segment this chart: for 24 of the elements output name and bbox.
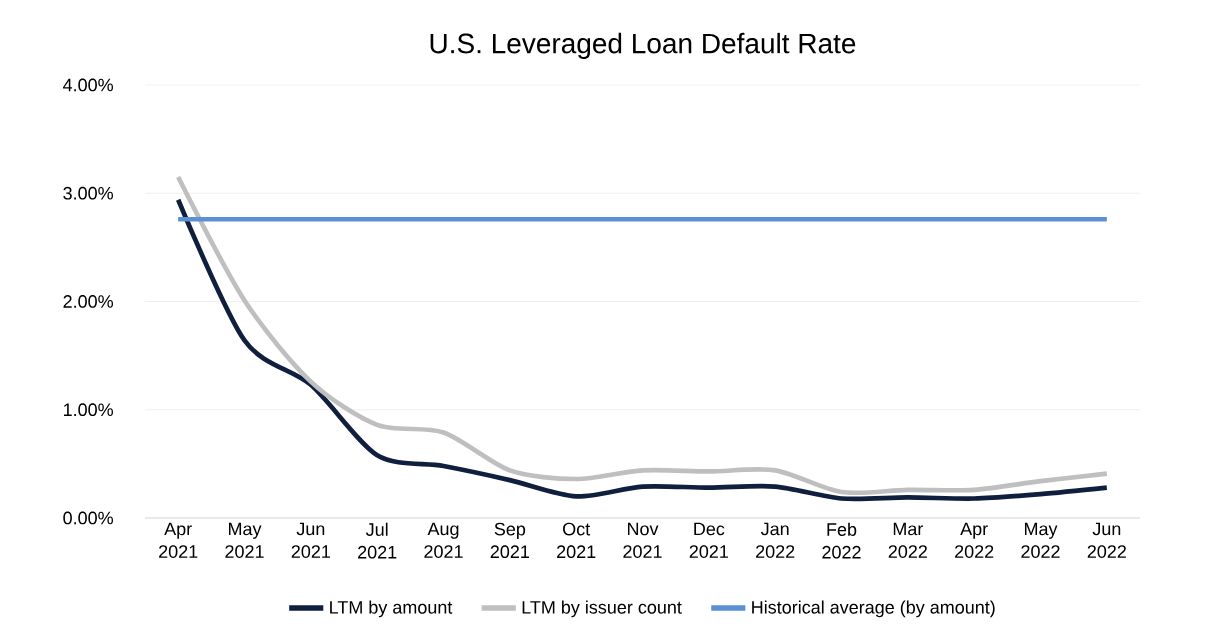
x-tick-label: Oct 2021 xyxy=(557,522,596,559)
x-tick-label: Sep 2021 xyxy=(490,522,529,559)
y-tick-label: 0.00% xyxy=(63,511,113,525)
x-tick-label: Jun 2022 xyxy=(1087,522,1126,558)
x-tick-label: Aug 2021 xyxy=(424,522,463,558)
x-tick-label: Apr 2022 xyxy=(955,522,994,558)
x-tick-label: Feb 2022 xyxy=(822,522,861,559)
y-tick-label: 3.00% xyxy=(63,186,113,200)
x-tick-label: Apr 2021 xyxy=(159,522,198,558)
x-tick-label: Dec 2021 xyxy=(689,522,728,558)
chart-title: U.S. Leveraged Loan Default Rate xyxy=(430,32,856,59)
legend-label: LTM by issuer count xyxy=(522,600,682,618)
legend-label: Historical average (by amount) xyxy=(752,600,995,618)
x-tick-label: Nov 2021 xyxy=(623,522,662,558)
y-tick-label: 2.00% xyxy=(63,295,113,308)
x-tick-label: May 2021 xyxy=(225,522,264,558)
x-tick-label: Jun 2021 xyxy=(291,522,330,558)
x-tick-label: Mar 2022 xyxy=(888,522,927,558)
y-tick-label: 4.00% xyxy=(63,78,113,92)
x-tick-label: May 2022 xyxy=(1021,522,1060,558)
x-tick-label: Jan 2022 xyxy=(756,522,795,558)
x-tick-label: Jul 2021 xyxy=(358,522,397,559)
y-tick-label: 1.00% xyxy=(63,403,113,417)
legend-label: LTM by amount xyxy=(330,600,453,618)
